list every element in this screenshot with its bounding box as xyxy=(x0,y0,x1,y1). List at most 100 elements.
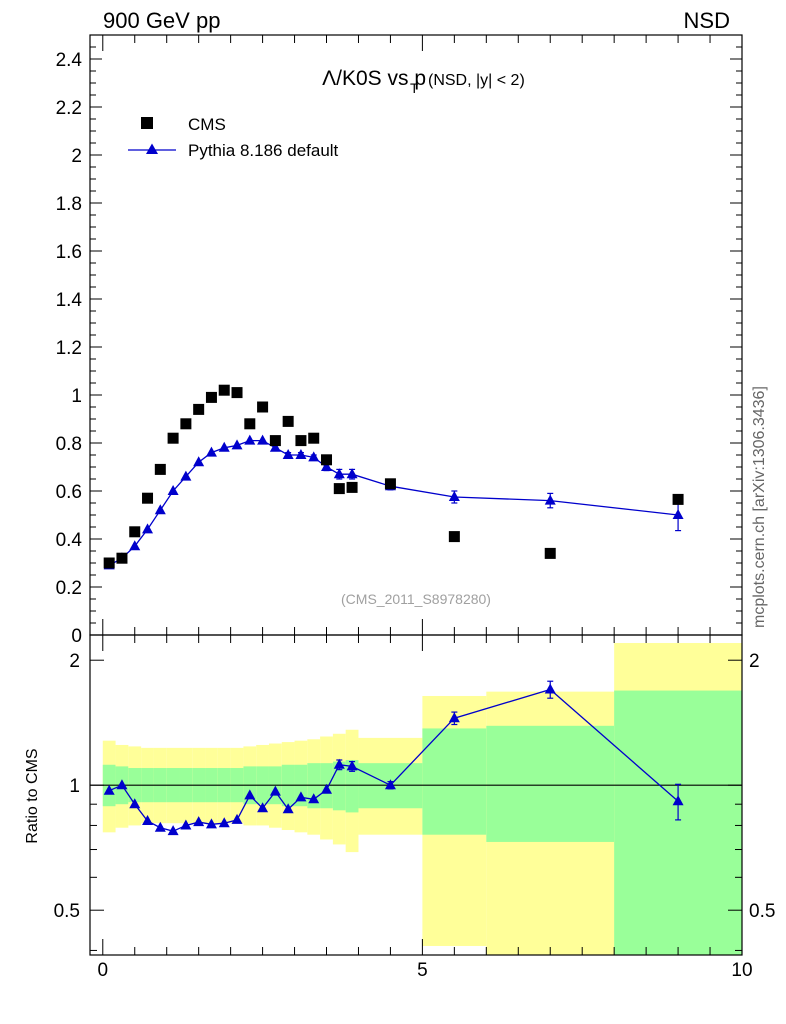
pythia-point xyxy=(244,434,256,445)
ratio-point xyxy=(244,789,256,800)
cms-point xyxy=(142,492,154,504)
pythia-point xyxy=(346,468,358,479)
pythia-point xyxy=(544,494,556,505)
main-ytick-label: 0.6 xyxy=(56,482,82,503)
cms-point xyxy=(244,418,256,430)
ratio-point xyxy=(180,819,192,830)
ratio-ytick-label-left: 0.5 xyxy=(54,901,80,922)
ratio-xtick-label: 0 xyxy=(97,960,108,981)
ratio-point xyxy=(384,779,396,790)
cms-point xyxy=(282,415,294,427)
plot-title: Λ/K0S vs p xyxy=(322,67,426,90)
ratio-ylabel: Ratio to CMS xyxy=(24,748,41,843)
main-ytick-label: 1.6 xyxy=(56,242,82,263)
ratio-point xyxy=(333,758,345,769)
band-inner-23 xyxy=(614,690,742,955)
ratio-point xyxy=(103,784,115,795)
cms-point xyxy=(205,391,217,403)
legend-marker-cms xyxy=(141,117,153,129)
ratio-point xyxy=(154,821,166,832)
cms-point xyxy=(544,547,556,559)
ratio-point xyxy=(346,760,358,771)
main-ytick-label: 0.8 xyxy=(56,434,82,455)
axis-ticks xyxy=(90,34,743,955)
header-right: NSD xyxy=(684,8,730,33)
cms-point xyxy=(218,384,230,396)
ratio-xtick-label: 10 xyxy=(731,960,752,981)
header-left: 900 GeV pp xyxy=(103,8,220,33)
pythia-point xyxy=(321,461,333,471)
pythia-point xyxy=(218,441,230,452)
ratio-point xyxy=(257,802,269,813)
pythia-point xyxy=(448,491,460,501)
ratio-point xyxy=(205,818,217,829)
main-ytick-label: 0.2 xyxy=(56,578,82,599)
ratio-point xyxy=(269,785,281,796)
pythia-point xyxy=(308,451,320,462)
cms-point xyxy=(180,418,192,430)
cms-point xyxy=(231,387,243,399)
ratio-point xyxy=(231,813,243,824)
pythia-point xyxy=(295,449,307,459)
band-inner-21 xyxy=(422,728,487,835)
ratio-point xyxy=(448,712,460,723)
ratio-xtick-label: 5 xyxy=(417,960,428,981)
cms-point xyxy=(269,435,281,447)
cms-point xyxy=(321,454,333,466)
pythia-point xyxy=(269,441,281,452)
cms-point xyxy=(295,435,307,447)
plot-title-subscript: T xyxy=(410,80,419,96)
main-ytick-label: 1 xyxy=(71,386,82,407)
analysis-watermark: (CMS_2011_S8978280) xyxy=(341,591,491,607)
legend-label-pythia: Pythia 8.186 default xyxy=(188,141,339,160)
cms-point xyxy=(308,432,320,444)
ratio-ytick-label-left: 2 xyxy=(69,651,80,672)
ratio-point xyxy=(142,814,154,825)
pythia-point xyxy=(282,449,294,459)
cms-point xyxy=(257,401,269,413)
pythia-point xyxy=(231,439,243,450)
ratio-ytick-label-left: 1 xyxy=(69,776,80,797)
ratio-point xyxy=(129,798,141,809)
cms-point xyxy=(129,526,141,538)
plot-title-suffix: (NSD, |y| < 2) xyxy=(428,72,525,89)
band-inner-19 xyxy=(345,759,359,813)
cms-point xyxy=(333,483,345,495)
cms-point xyxy=(116,552,128,564)
pythia-point xyxy=(180,470,192,481)
pythia-point xyxy=(257,434,269,445)
band-inner-22 xyxy=(486,725,615,842)
pythia-point xyxy=(672,509,684,519)
cms-point xyxy=(167,432,179,444)
main-ytick-label: 1.8 xyxy=(56,194,82,215)
ratio-point xyxy=(167,825,179,836)
pythia-point xyxy=(167,485,179,495)
ratio-point xyxy=(544,683,556,694)
main-ytick-label: 2.2 xyxy=(56,98,82,119)
ratio-ytick-label-right: 2 xyxy=(749,651,760,672)
side-label: mcplots.cern.ch [arXiv:1306.3436] xyxy=(751,386,768,628)
band-inner-18 xyxy=(332,761,346,811)
cms-point xyxy=(672,493,684,505)
cms-point xyxy=(103,557,115,569)
ratio-bands xyxy=(102,643,742,955)
main-plot: Λ/K0S vs p T (NSD, |y| < 2) (CMS_2011_S8… xyxy=(56,50,684,647)
legend-marker-pythia xyxy=(146,143,158,154)
ratio-point xyxy=(321,783,333,794)
ratio-point xyxy=(193,816,205,827)
pythia-point xyxy=(333,468,345,479)
pythia-point xyxy=(193,456,205,467)
cms-point xyxy=(384,478,396,490)
ratio-ytick-label-right: 0.5 xyxy=(749,901,775,922)
ratio-point xyxy=(116,779,128,790)
ratio-point xyxy=(282,803,294,814)
main-ytick-label: 1.4 xyxy=(56,290,83,311)
ratio-point xyxy=(295,791,307,802)
ratio-plot: Ratio to CMS 0 5 10 0.5 1 2 0.5 2 xyxy=(24,643,775,981)
pythia-point xyxy=(142,523,154,534)
pythia-point xyxy=(154,504,166,515)
ratio-point xyxy=(672,795,684,806)
cms-point xyxy=(154,463,166,475)
cms-point xyxy=(346,481,358,493)
